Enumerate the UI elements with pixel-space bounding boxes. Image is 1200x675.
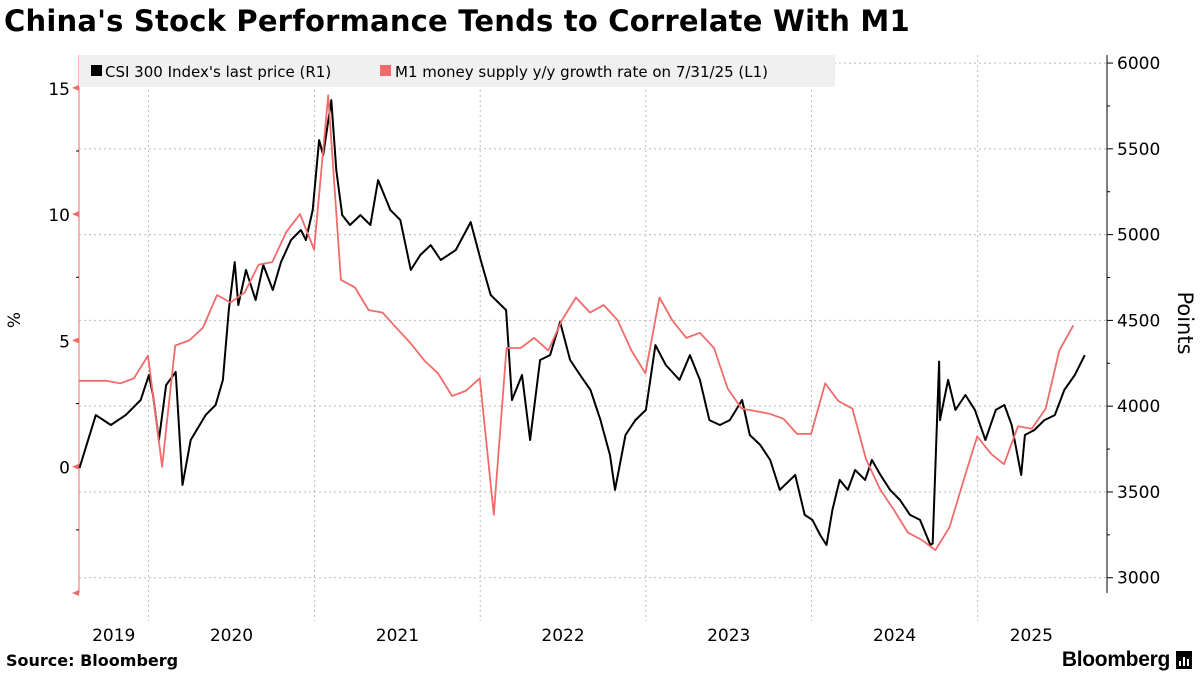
legend-swatch-m1 xyxy=(380,65,391,76)
left-axis-title: % xyxy=(5,312,25,328)
x-axis-tick-label: 2021 xyxy=(376,626,419,646)
right-axis-tick-label: 5500 xyxy=(1117,140,1160,160)
legend-background xyxy=(79,55,835,87)
right-axis-title: Points xyxy=(1173,291,1197,354)
legend-label-csi300: CSI 300 Index's last price (R1) xyxy=(105,63,331,81)
x-axis-tick-label: 2023 xyxy=(707,626,750,646)
bloomberg-terminal-icon xyxy=(1176,651,1192,669)
right-axis-tick-label: 5000 xyxy=(1117,226,1160,246)
left-axis-tick-marker xyxy=(72,211,79,218)
left-axis-tick-label: 15 xyxy=(48,80,70,100)
left-axis-tick-label: 0 xyxy=(59,459,70,479)
source-note: Source: Bloomberg xyxy=(6,651,179,670)
left-axis-tick-label: 10 xyxy=(48,206,70,226)
x-axis-tick-label: 2025 xyxy=(1010,626,1053,646)
x-axis-tick-label: 2024 xyxy=(873,626,916,646)
left-axis-tick-label: 5 xyxy=(59,332,70,352)
right-axis-tick-label: 6000 xyxy=(1117,54,1160,74)
bloomberg-logo: Bloomberg xyxy=(1062,648,1192,672)
right-axis-tick-label: 3000 xyxy=(1117,569,1160,589)
m1-growth-line xyxy=(78,94,1075,551)
right-axis-tick-label: 3500 xyxy=(1117,483,1160,503)
x-axis-tick-label: 2019 xyxy=(92,626,135,646)
left-axis-tick-marker xyxy=(72,84,79,91)
x-axis-tick-label: 2022 xyxy=(541,626,584,646)
left-axis-tick-marker xyxy=(72,463,79,470)
left-axis-tick-marker xyxy=(72,590,79,596)
right-axis-tick-label: 4000 xyxy=(1117,397,1160,417)
logo-text: Bloomberg xyxy=(1061,648,1170,671)
legend-swatch-csi300 xyxy=(91,65,102,76)
legend-label-m1: M1 money supply y/y growth rate on 7/31/… xyxy=(395,63,768,81)
x-axis-tick-label: 2020 xyxy=(210,626,253,646)
left-axis-tick-marker xyxy=(72,337,79,344)
right-axis-tick-label: 4500 xyxy=(1117,311,1160,331)
chart-title: China's Stock Performance Tends to Corre… xyxy=(4,4,910,38)
csi300-line xyxy=(78,99,1086,546)
